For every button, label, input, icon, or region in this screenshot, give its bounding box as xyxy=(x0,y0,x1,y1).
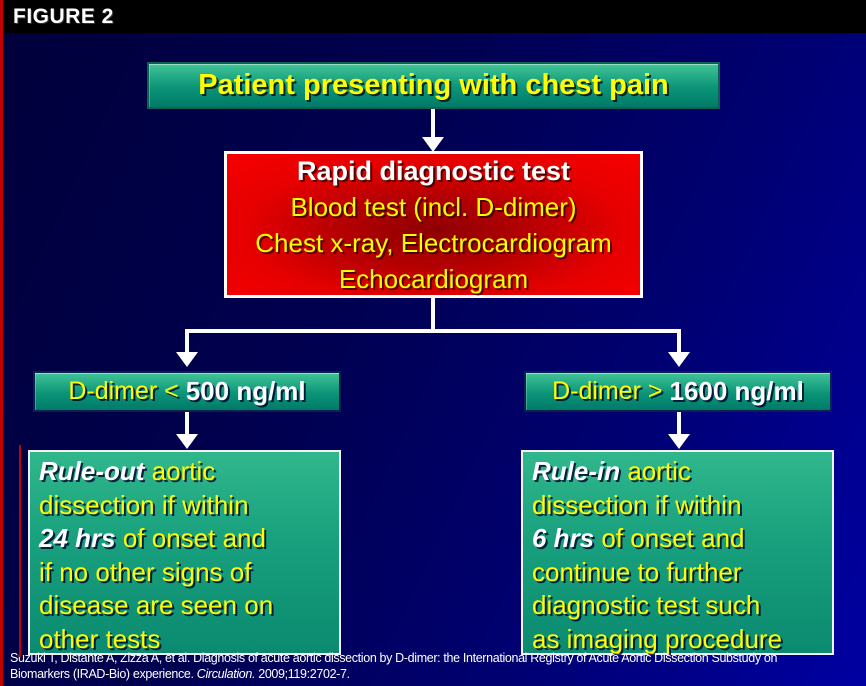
rule-in-line4: continue to further xyxy=(532,556,742,587)
citation: Suzuki T, Distante A, Zizza A, et al. Di… xyxy=(10,651,862,682)
rule-in-line1-rest: aortic xyxy=(620,456,691,486)
arrow-left-outcome-head xyxy=(176,434,198,449)
rule-out-line1-rest: aortic xyxy=(144,456,216,486)
branch-left-drop-line xyxy=(185,329,189,353)
left-edge-red-strip xyxy=(0,0,3,686)
rule-in-line5: diagnostic test such xyxy=(532,590,761,620)
ddimer-low-value: 500 ng/ml xyxy=(185,376,306,406)
patient-chest-pain-box: Patient presenting with chest pain xyxy=(147,62,720,109)
rule-in-line2: dissection if within xyxy=(532,489,742,520)
branch-horizontal-line xyxy=(185,329,681,333)
figure-label: FIGURE 2 xyxy=(13,4,114,28)
rapid-test-line-echo: Echocardiogram xyxy=(338,263,529,294)
arrow-patient-to-test-shaft xyxy=(431,109,435,137)
rule-out-box: Rule-out aortic dissection if within 24 … xyxy=(28,450,341,655)
citation-line2: Biomarkers (IRAD-Bio) experience. Circul… xyxy=(10,667,862,683)
rapid-diagnostic-test-box: Rapid diagnostic test Blood test (incl. … xyxy=(224,151,643,298)
citation-line2-pre: Biomarkers (IRAD-Bio) experience. xyxy=(10,666,197,681)
citation-line2-post: 2009;119:2702-7. xyxy=(255,666,350,681)
rule-in-line3: 6 hrs of onset and xyxy=(532,522,828,556)
arrow-left-branch-head xyxy=(176,352,198,367)
rapid-test-line-blood: Blood test (incl. D-dimer) xyxy=(290,191,577,222)
arrow-right-branch-head xyxy=(668,352,690,367)
arrow-left-outcome-shaft xyxy=(185,412,189,434)
rule-out-hours-emphasis: 24 hrs xyxy=(39,523,116,553)
citation-journal: Circulation. xyxy=(196,666,256,681)
arrow-right-outcome-head xyxy=(668,434,690,449)
arrow-right-outcome-shaft xyxy=(677,412,681,434)
rule-out-line6: other tests xyxy=(39,623,161,654)
rule-in-box: Rule-in aortic dissection if within 6 hr… xyxy=(521,450,834,655)
branch-right-drop-line xyxy=(677,329,681,353)
rule-out-line4: if no other signs of xyxy=(39,556,252,587)
rapid-test-title: Rapid diagnostic test xyxy=(296,155,571,186)
rapid-test-line-xray-ecg: Chest x-ray, Electrocardiogram xyxy=(255,227,612,258)
ddimer-high-box: D-dimer > 1600 ng/ml xyxy=(524,371,832,412)
rule-out-line2: dissection if within xyxy=(39,489,249,520)
branch-stem-line xyxy=(431,298,435,329)
citation-line1: Suzuki T, Distante A, Zizza A, et al. Di… xyxy=(10,651,778,665)
ddimer-high-value: 1600 ng/ml xyxy=(669,376,804,406)
rule-out-line5: disease are seen on xyxy=(39,590,274,620)
left-red-line-artifact xyxy=(19,445,21,657)
rule-in-emphasis: Rule-in xyxy=(532,456,621,486)
arrow-patient-to-test-head xyxy=(422,137,444,152)
ddimer-low-label: D-dimer < xyxy=(68,377,186,405)
rule-out-line3: 24 hrs of onset and xyxy=(39,522,335,556)
patient-chest-pain-label: Patient presenting with chest pain xyxy=(198,69,669,101)
rule-out-line3-rest: of onset and xyxy=(115,523,266,553)
rule-in-line1: Rule-in aortic xyxy=(532,455,828,489)
rule-out-line1: Rule-out aortic xyxy=(39,455,335,489)
rule-in-hours-emphasis: 6 hrs xyxy=(532,523,595,553)
figure-title-bar: FIGURE 2 xyxy=(0,0,866,33)
ddimer-low-box: D-dimer < 500 ng/ml xyxy=(33,371,341,412)
rule-out-emphasis: Rule-out xyxy=(39,456,145,486)
ddimer-high-label: D-dimer > xyxy=(552,377,670,405)
rule-in-line3-rest: of onset and xyxy=(594,523,745,553)
rule-in-line6: as imaging procedure xyxy=(532,623,783,654)
